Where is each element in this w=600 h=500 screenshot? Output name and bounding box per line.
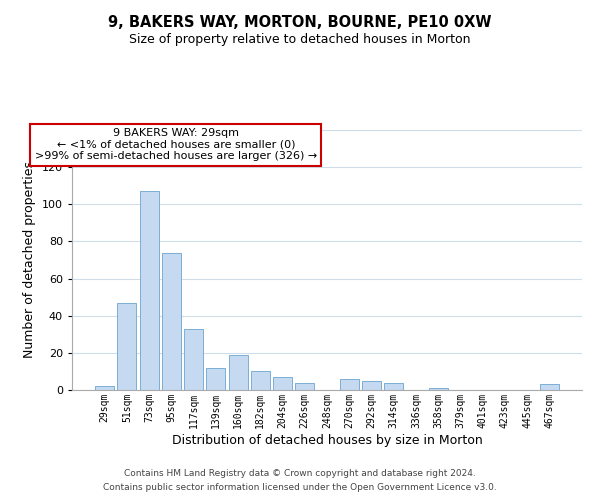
Text: Contains HM Land Registry data © Crown copyright and database right 2024.: Contains HM Land Registry data © Crown c… (124, 468, 476, 477)
Bar (184, 328, 203, 390)
Bar (273, 377, 292, 390)
Bar (251, 372, 270, 390)
Bar (384, 382, 403, 390)
Bar (162, 252, 181, 390)
Bar (206, 368, 225, 390)
Bar (429, 388, 448, 390)
Bar (118, 302, 136, 390)
Text: 9, BAKERS WAY, MORTON, BOURNE, PE10 0XW: 9, BAKERS WAY, MORTON, BOURNE, PE10 0XW (108, 15, 492, 30)
Text: 9 BAKERS WAY: 29sqm
← <1% of detached houses are smaller (0)
>99% of semi-detach: 9 BAKERS WAY: 29sqm ← <1% of detached ho… (35, 128, 317, 162)
Y-axis label: Number of detached properties: Number of detached properties (23, 162, 36, 358)
Bar (95, 386, 114, 390)
Bar (340, 379, 359, 390)
Bar (362, 380, 381, 390)
Bar (295, 382, 314, 390)
X-axis label: Distribution of detached houses by size in Morton: Distribution of detached houses by size … (172, 434, 482, 446)
Text: Size of property relative to detached houses in Morton: Size of property relative to detached ho… (129, 32, 471, 46)
Bar (229, 354, 248, 390)
Bar (140, 192, 158, 390)
Bar (540, 384, 559, 390)
Text: Contains public sector information licensed under the Open Government Licence v3: Contains public sector information licen… (103, 484, 497, 492)
